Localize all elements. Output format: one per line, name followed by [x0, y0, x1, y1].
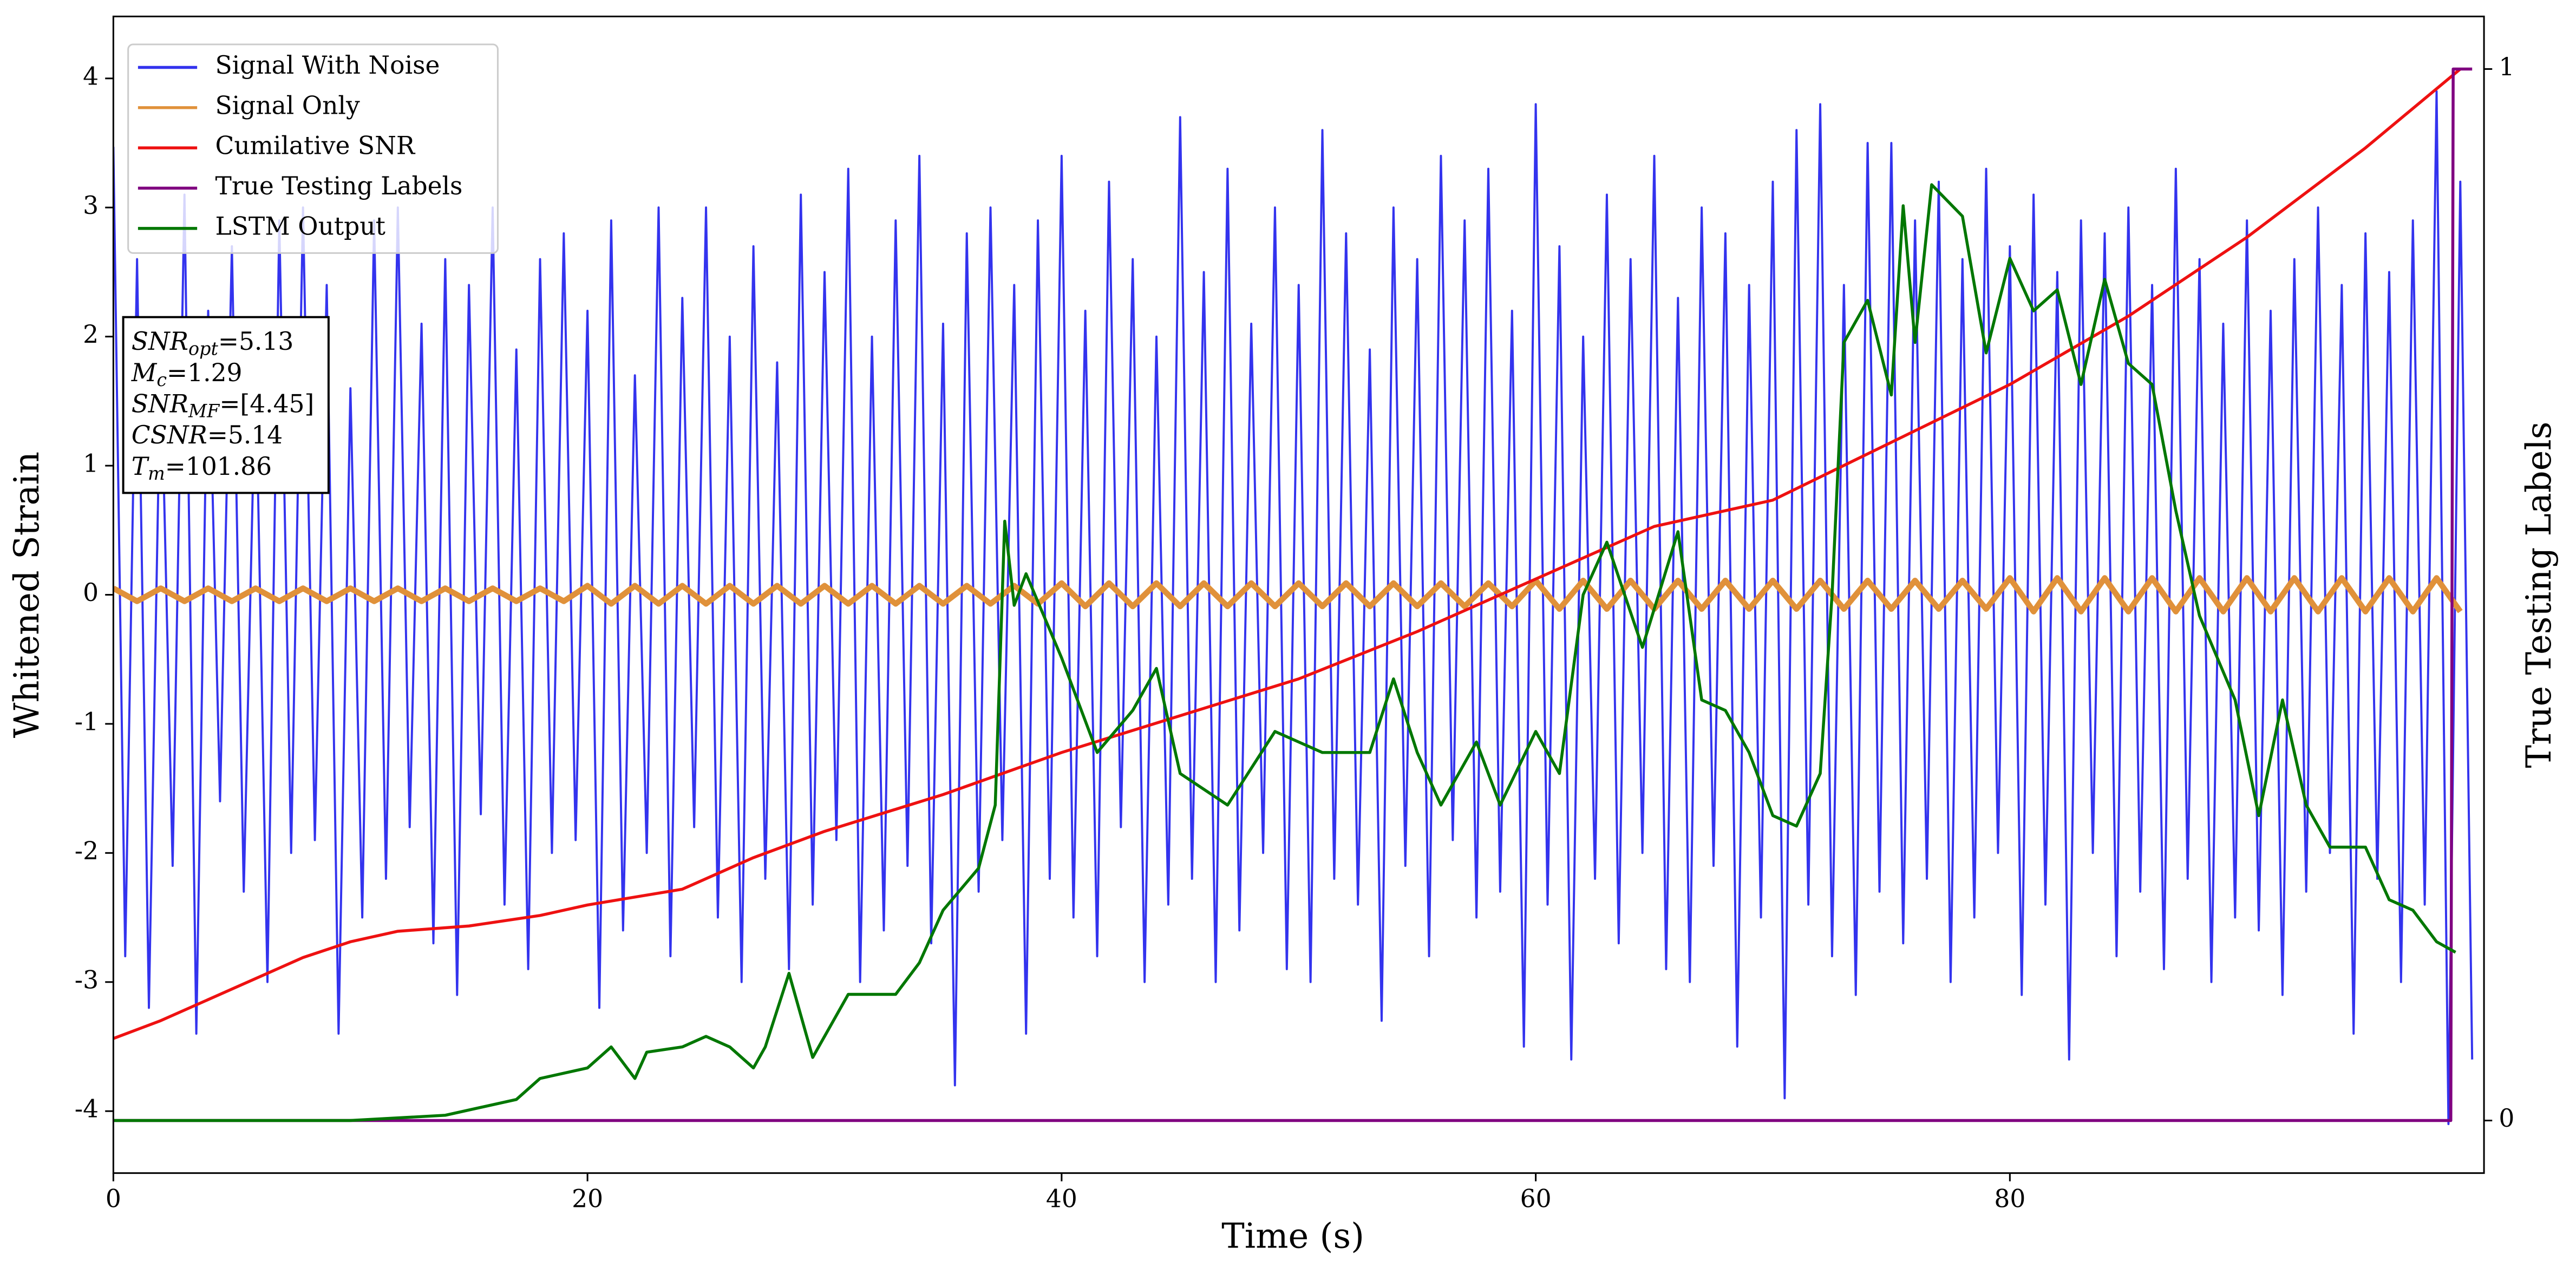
legend-label: Cumilative SNR — [215, 132, 416, 160]
y-tick-label: 1 — [83, 449, 99, 478]
annotation-line: SNRMF=[4.45] — [132, 389, 315, 422]
annotation-symbol: SNR — [132, 389, 188, 418]
series-line — [113, 575, 2463, 615]
annotation-value: =5.14 — [207, 421, 283, 449]
plot-area — [113, 67, 2474, 1126]
annotation-symbol: CSNR — [132, 421, 207, 449]
y-axis-label: Whitened Strain — [7, 452, 47, 738]
y-tick-label: -3 — [75, 965, 99, 994]
annotation-line: SNRopt=5.13 — [132, 327, 294, 360]
x-tick-label: 60 — [1520, 1185, 1552, 1213]
annotation-subscript: opt — [188, 338, 218, 359]
y2-tick-label: 1 — [2499, 53, 2514, 81]
annotation-line: Tm=101.86 — [132, 452, 272, 484]
annotation-value: =1.29 — [167, 358, 242, 387]
legend-label: Signal Only — [215, 91, 360, 120]
series-line — [113, 90, 2474, 1126]
legend-label: LSTM Output — [215, 212, 385, 240]
annotation: SNRopt=5.13Mc=1.29SNRMF=[4.45]CSNR=5.14T… — [122, 316, 330, 494]
annotation-subscript: MF — [188, 401, 220, 422]
y-tick-label: 2 — [83, 320, 99, 349]
series-line — [113, 67, 2473, 1122]
y2-tick-label: 0 — [2499, 1104, 2514, 1133]
annotation-symbol: T — [132, 452, 150, 480]
y-tick-label: -4 — [75, 1095, 99, 1123]
annotation-subscript: c — [156, 369, 167, 390]
annotation-line: CSNR=5.14 — [132, 421, 283, 449]
y-tick-label: 3 — [83, 191, 99, 220]
annotation-symbol: M — [131, 358, 158, 387]
x-tick-label: 0 — [106, 1185, 121, 1213]
annotation-value: =101.86 — [165, 452, 272, 480]
y-tick-label: 4 — [83, 62, 99, 90]
y-tick-label: -1 — [75, 707, 99, 736]
annotation-subscript: m — [148, 463, 165, 484]
x-tick-label: 80 — [1994, 1185, 2025, 1213]
x-tick-label: 40 — [1046, 1185, 1077, 1213]
annotation-symbol: SNR — [132, 327, 188, 356]
legend-label: True Testing Labels — [215, 172, 463, 200]
y2-axis-label: True Testing Labels — [2519, 422, 2559, 768]
series-line — [113, 183, 2456, 1122]
series-line — [113, 68, 2462, 1040]
y-tick-label: 0 — [83, 578, 99, 607]
legend-box — [127, 43, 499, 254]
legend-label: Signal With Noise — [215, 51, 440, 80]
x-axis-label: Time (s) — [1221, 1217, 1364, 1257]
annotation-value: =[4.45] — [219, 389, 314, 418]
y-tick-label: -2 — [75, 837, 99, 865]
annotation-value: =5.13 — [218, 327, 293, 356]
annotation-box — [122, 316, 330, 494]
annotation-line: Mc=1.29 — [131, 358, 243, 390]
legend: Signal With Noise Signal Only Cumilative S… — [127, 43, 499, 254]
x-tick-label: 20 — [572, 1185, 603, 1213]
